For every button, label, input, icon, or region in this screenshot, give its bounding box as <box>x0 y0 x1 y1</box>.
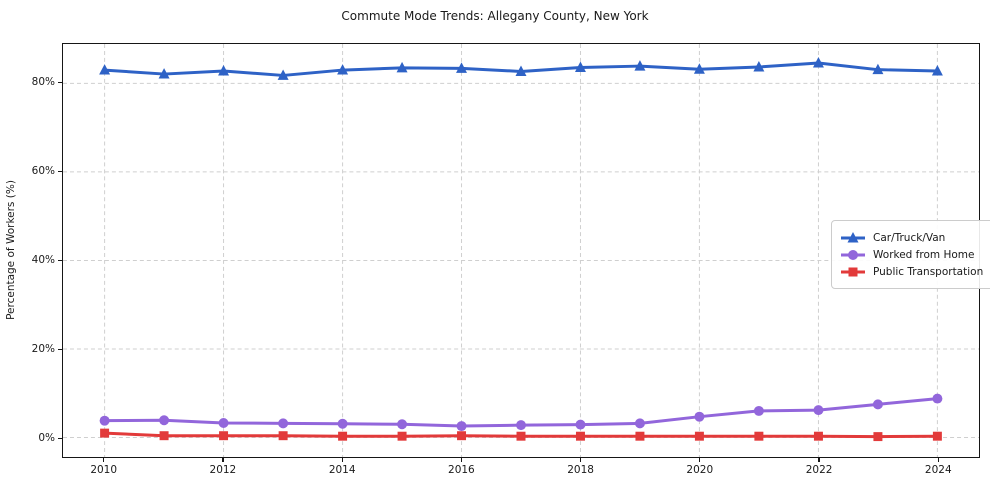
y-axis-label: Percentage of Workers (%) <box>5 180 17 320</box>
line-marker-icon <box>841 249 865 260</box>
x-tick-label: 2024 <box>924 464 952 476</box>
x-tick-mark <box>222 458 224 462</box>
y-tick-mark <box>58 348 62 351</box>
x-tick-label: 2020 <box>686 464 714 476</box>
y-tick-mark <box>58 170 62 173</box>
line-marker-icon <box>841 231 865 242</box>
x-tick-label: 2014 <box>328 464 356 476</box>
x-tick-label: 2012 <box>209 464 237 476</box>
y-tick-mark <box>58 437 62 440</box>
legend-label: Car/Truck/Van <box>873 231 946 244</box>
x-tick-label: 2010 <box>90 464 118 476</box>
legend: Car/Truck/Van Worked from Home Public Tr… <box>831 220 990 289</box>
legend-label: Worked from Home <box>873 248 975 261</box>
y-tick-label: 40% <box>31 254 55 266</box>
y-tick-label: 0% <box>38 431 55 444</box>
y-tick-label: 60% <box>31 165 55 177</box>
legend-item-worked-from-home: Worked from Home <box>840 247 983 262</box>
x-tick-mark <box>818 458 820 462</box>
x-tick-label: 2018 <box>567 464 594 476</box>
y-tick-mark <box>58 259 62 262</box>
x-tick-mark <box>103 458 105 462</box>
x-tick-mark <box>460 458 463 462</box>
x-tick-mark <box>699 458 701 462</box>
legend-item-public-transportation: Public Transportation <box>840 264 983 279</box>
y-tick-label: 20% <box>31 343 55 355</box>
plot-svg <box>63 44 979 457</box>
y-tick-mark <box>58 81 62 84</box>
y-tick-label: 80% <box>31 76 55 89</box>
legend-label: Public Transportation <box>873 265 984 278</box>
x-tick-label: 2016 <box>448 464 475 476</box>
x-tick-label: 2022 <box>805 464 833 476</box>
x-tick-mark <box>937 458 939 462</box>
x-tick-mark <box>579 458 582 462</box>
x-tick-mark <box>341 458 343 462</box>
chart-title: Commute Mode Trends: Allegany County, Ne… <box>341 9 649 23</box>
line-marker-icon <box>841 267 865 276</box>
legend-item-car-truck-van: Car/Truck/Van <box>840 230 983 245</box>
plot-area <box>62 43 980 458</box>
